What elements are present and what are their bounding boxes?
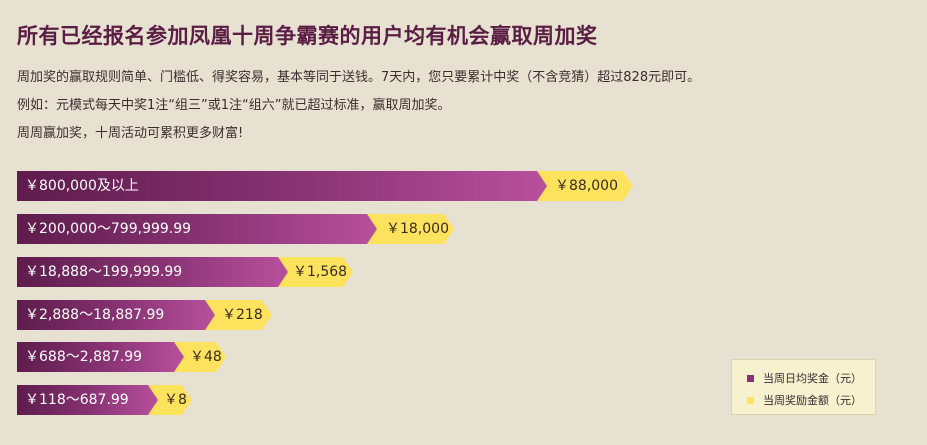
legend: 当周日均奖金（元） 当周奖励金额（元）: [731, 359, 876, 415]
daily-average-range: ￥118～687.99: [17, 385, 158, 415]
page-title: 所有已经报名参加凤凰十周争霸赛的用户均有机会赢取周加奖: [17, 24, 598, 48]
daily-average-range: ￥800,000及以上: [17, 171, 547, 201]
daily-average-range: ￥18,888～199,999.99: [17, 257, 288, 287]
purple-swatch-icon: [747, 374, 754, 382]
weekly-bonus-amount: ￥1,568: [268, 257, 353, 287]
legend-item-daily: 当周日均奖金（元）: [747, 370, 862, 386]
rule-slogan: 周周赢加奖，十周活动可累积更多财富!: [17, 126, 244, 141]
legend-daily-label: 当周日均奖金（元）: [763, 372, 862, 385]
daily-average-range: ￥2,888～18,887.99: [17, 300, 215, 330]
rule-example: 例如：元模式每天中奖1注“组三”或1注“组六”就已超过标准，赢取周加奖。: [17, 98, 451, 113]
legend-item-bonus: 当周奖励金额（元）: [747, 392, 862, 408]
legend-bonus-label: 当周奖励金额（元）: [763, 394, 862, 407]
yellow-swatch-icon: [747, 396, 754, 404]
daily-average-range: ￥200,000～799,999.99: [17, 214, 377, 244]
rule-description: 周加奖的赢取规则简单、门槛低、得奖容易，基本等同于送钱。7天内，您只要累计中奖（…: [17, 70, 701, 85]
daily-average-range: ￥688～2,887.99: [17, 342, 184, 372]
